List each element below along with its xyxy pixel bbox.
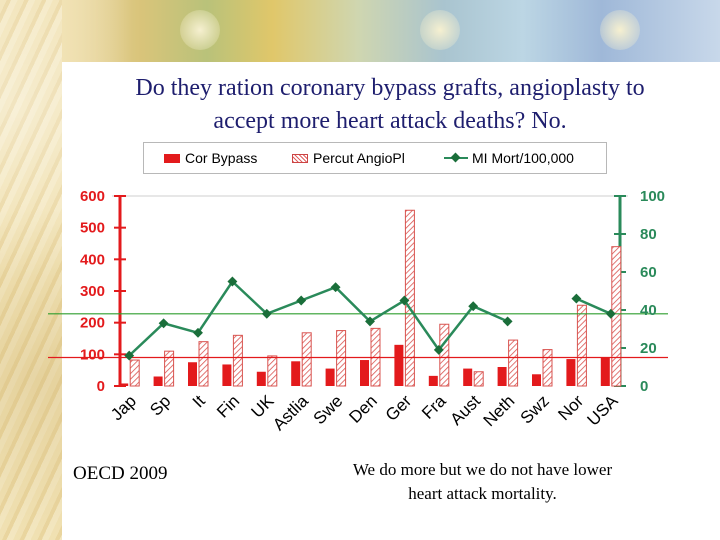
bar-percut-angiopl bbox=[232, 334, 243, 387]
y-right-tick-label: 20 bbox=[640, 340, 657, 357]
point-mi-mort bbox=[571, 293, 582, 304]
point-mi-mort bbox=[433, 344, 444, 355]
bar-cor-bypass bbox=[222, 364, 232, 386]
conclusion-line-2: heart attack mortality. bbox=[408, 484, 557, 503]
x-tick-label: Ger bbox=[382, 391, 416, 425]
bar-percut-angiopl bbox=[576, 304, 587, 387]
slide-title-line-1: Do they ration coronary bypass grafts, a… bbox=[135, 75, 645, 101]
bar-cor-bypass bbox=[497, 367, 507, 386]
legend-item-mi-mort: MI Mort/100,000 bbox=[444, 149, 574, 167]
y-right-tick-label: 40 bbox=[640, 302, 657, 319]
bar-cor-bypass bbox=[360, 360, 369, 386]
bar-percut-angiopl bbox=[473, 371, 484, 387]
x-tick-label: Swe bbox=[310, 391, 347, 428]
x-tick-label: Astlia bbox=[269, 391, 312, 434]
legend-label-mi-mort: MI Mort/100,000 bbox=[472, 150, 574, 166]
bar-percut-angiopl bbox=[198, 341, 209, 387]
bar-percut-angiopl bbox=[164, 350, 175, 387]
bar-cor-bypass bbox=[325, 368, 335, 386]
bar-percut-angiopl bbox=[301, 332, 312, 387]
point-mi-mort bbox=[296, 295, 307, 306]
y-right-tick-label: 60 bbox=[640, 264, 657, 281]
y-left-tick-label: 200 bbox=[80, 315, 105, 332]
bar-cor-bypass bbox=[566, 359, 576, 386]
bar-percut-angiopl bbox=[508, 339, 519, 387]
banner-decoration bbox=[420, 10, 460, 50]
point-mi-mort bbox=[227, 276, 238, 287]
x-tick-label: Neth bbox=[480, 391, 519, 430]
bar-percut-angiopl bbox=[542, 349, 553, 387]
source-note: OECD 2009 bbox=[73, 463, 168, 484]
bar-percut-angiopl bbox=[267, 355, 278, 387]
legend-label-cor-bypass: Cor Bypass bbox=[185, 150, 258, 166]
background-top-banner-fade bbox=[62, 0, 132, 62]
x-tick-label: Fra bbox=[418, 391, 450, 423]
bar-cor-bypass bbox=[428, 375, 438, 386]
point-mi-mort bbox=[330, 282, 341, 293]
banner-decoration bbox=[600, 10, 640, 50]
y-left-tick-label: 600 bbox=[80, 188, 105, 205]
bar-cor-bypass bbox=[394, 344, 404, 386]
x-tick-label: It bbox=[189, 391, 209, 411]
legend-swatch-percut-angiopl bbox=[292, 153, 308, 163]
y-left-tick-label: 500 bbox=[80, 220, 105, 237]
line-mi-mort bbox=[128, 279, 509, 357]
conclusion-line-1: We do more but we do not have lower bbox=[352, 460, 613, 479]
point-mi-mort bbox=[399, 295, 410, 306]
bar-cor-bypass bbox=[532, 374, 541, 386]
slide-title-line-2: accept more heart attack deaths? No. bbox=[213, 108, 567, 134]
y-right-tick-label: 100 bbox=[640, 188, 665, 205]
point-mi-mort bbox=[158, 318, 169, 329]
bar-cor-bypass bbox=[256, 371, 266, 386]
background-left-strip bbox=[0, 0, 62, 540]
slide-title: Do they ration coronary bypass grafts, a… bbox=[70, 72, 710, 138]
y-left-tick-label: 300 bbox=[80, 283, 105, 300]
conclusion-note: We do more but we do not have lower hear… bbox=[320, 458, 645, 506]
bar-cor-bypass bbox=[463, 368, 473, 386]
legend-swatch-cor-bypass bbox=[164, 153, 180, 163]
bar-cor-bypass bbox=[188, 362, 197, 386]
legend-swatch-mi-mort bbox=[444, 153, 468, 163]
x-tick-label: Sp bbox=[146, 391, 174, 419]
y-right-tick-label: 0 bbox=[640, 378, 648, 395]
x-tick-label: Den bbox=[345, 391, 380, 426]
y-left-tick-label: 400 bbox=[80, 251, 105, 268]
x-tick-label: Jap bbox=[107, 391, 140, 424]
y-left-tick-label: 0 bbox=[97, 378, 105, 395]
bar-percut-angiopl bbox=[129, 359, 140, 387]
banner-decoration bbox=[180, 10, 220, 50]
bar-percut-angiopl bbox=[439, 323, 450, 387]
chart-legend: Cor Bypass Percut AngioPl MI Mort/100,00… bbox=[143, 142, 607, 174]
x-tick-label: Fin bbox=[213, 391, 243, 421]
point-mi-mort bbox=[605, 308, 616, 319]
y-right-tick-label: 80 bbox=[640, 226, 657, 243]
x-tick-label: Aust bbox=[447, 391, 485, 429]
legend-label-percut-angiopl: Percut AngioPl bbox=[313, 150, 405, 166]
bar-cor-bypass bbox=[600, 357, 610, 386]
x-tick-label: Nor bbox=[554, 391, 587, 424]
bar-cor-bypass bbox=[153, 376, 163, 386]
x-tick-label: USA bbox=[583, 391, 622, 430]
point-mi-mort bbox=[468, 301, 479, 312]
point-mi-mort bbox=[261, 308, 272, 319]
point-mi-mort bbox=[365, 316, 375, 327]
line-mi-mort bbox=[575, 297, 612, 315]
legend-item-percut-angiopl: Percut AngioPl bbox=[292, 149, 405, 167]
bar-cor-bypass bbox=[291, 361, 301, 386]
point-mi-mort bbox=[193, 327, 203, 338]
x-tick-label: Swz bbox=[517, 391, 553, 427]
bar-percut-angiopl bbox=[336, 330, 347, 387]
point-mi-mort bbox=[502, 316, 513, 327]
bar-cor-bypass bbox=[119, 383, 129, 386]
y-left-tick-label: 100 bbox=[80, 346, 105, 363]
legend-item-cor-bypass: Cor Bypass bbox=[164, 149, 257, 167]
